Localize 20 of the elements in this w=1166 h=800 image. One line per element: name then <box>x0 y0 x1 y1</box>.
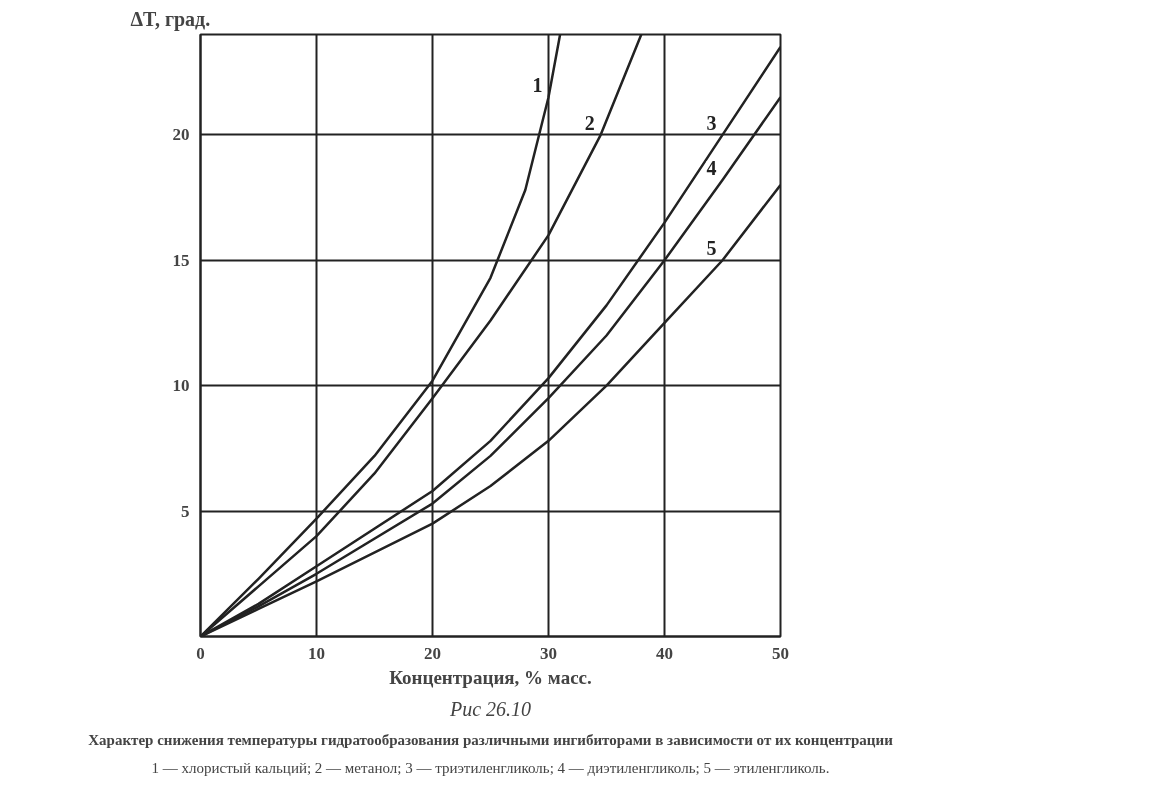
x-tick-label: 0 <box>196 643 205 663</box>
y-tick-label: 20 <box>172 125 190 145</box>
text: Характер снижения температуры гидратообразования различными ингибиторами в зависимости от их концентрации <box>88 731 894 748</box>
series-label: 2 <box>584 111 595 134</box>
y-tick-label: 5 <box>181 501 190 521</box>
series-label: 1 <box>532 74 543 97</box>
y-tick-label: 15 <box>172 250 190 270</box>
x-axis-title: Концентрация, % масс. <box>389 666 592 688</box>
series-label: 4 <box>706 156 717 179</box>
x-tick-label: 50 <box>772 643 789 663</box>
text: 1 — хлористый кальций; 2 — метанол; 3 — триэтиленгликоль; 4 — диэтиленгликоль; 5 — этиленгликоль. <box>151 759 830 776</box>
text: Рис 26.10 <box>448 697 532 720</box>
series-label: 5 <box>706 237 717 260</box>
x-tick-label: 40 <box>656 643 673 663</box>
x-tick-label: 20 <box>424 643 441 663</box>
y-tick-label: 10 <box>172 376 190 396</box>
x-tick-label: 10 <box>308 643 325 663</box>
series-label: 3 <box>706 111 717 134</box>
y-axis-title: ΔT, град. <box>130 7 211 31</box>
x-tick-label: 30 <box>540 643 557 663</box>
